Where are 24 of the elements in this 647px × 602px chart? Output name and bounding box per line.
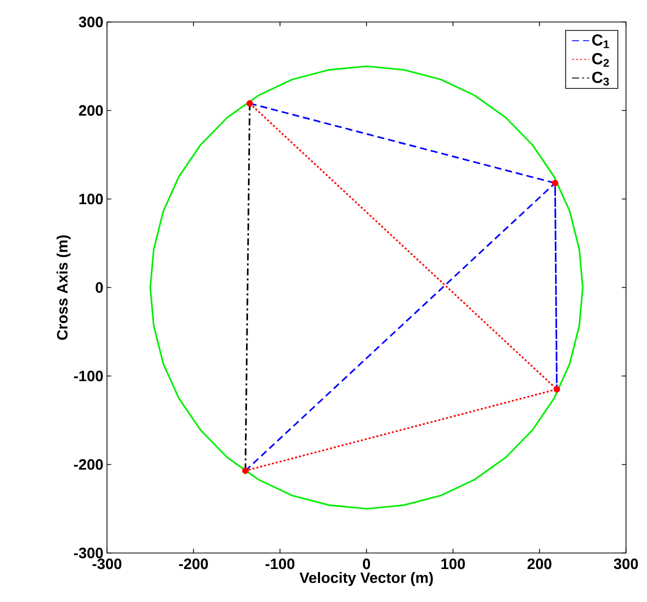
point [242,467,249,474]
y-tick-label: 100 [79,194,103,204]
line-series [149,65,584,510]
point [552,180,558,186]
x-tick-label: 200 [528,558,552,570]
y-tick-label: -100 [74,370,103,382]
x-tick-label: -100 [266,558,294,570]
x-tick-label: 0 [362,558,370,570]
y-tick-label: 300 [78,16,103,28]
legend-label: C$_{1}$ [592,34,609,48]
y-tick-label: 200 [78,105,103,116]
legend-label: C$_{2}$ [592,53,609,67]
y-tick-label: -300 [74,548,103,558]
legend-label: C$_{3}$ [592,72,609,86]
x-tick-label: -200 [179,558,208,570]
x-tick-label: 300 [614,558,638,570]
y-tick-label: -200 [74,459,103,470]
y-tick-label: 0 [96,282,103,293]
x-tick-label: 100 [441,558,465,570]
point [554,386,560,393]
point [246,100,253,107]
x-tick-label: -300 [92,558,122,570]
y-axis-title: Cross Axis (m) [56,235,71,340]
x-axis-title: Velocity Vector (m) [300,572,433,586]
